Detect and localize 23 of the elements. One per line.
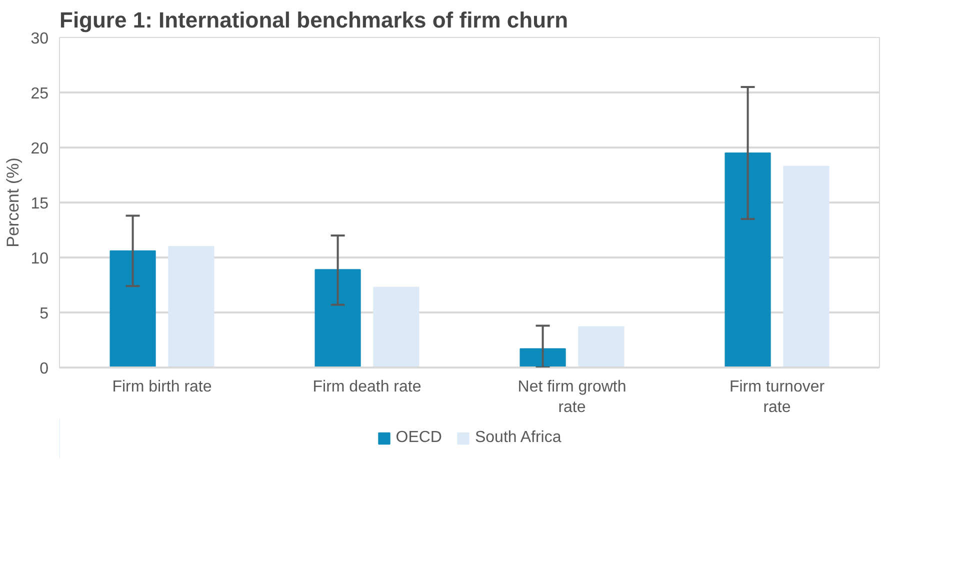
x-tick-label: Net firm growth rate xyxy=(518,378,626,416)
y-axis-title: Percent (%) xyxy=(4,158,23,248)
legend-label: OECD xyxy=(396,429,442,447)
x-tick-label: Firm death rate xyxy=(312,378,422,396)
bar xyxy=(110,250,156,368)
y-tick-label: 30 xyxy=(30,30,49,48)
chart-title: Figure 1: International benchmarks of firm churn xyxy=(60,8,568,32)
bar xyxy=(168,246,214,368)
bar xyxy=(578,326,624,368)
bar xyxy=(314,269,361,368)
bar xyxy=(783,166,830,368)
y-tick-label: 15 xyxy=(30,196,49,212)
bar xyxy=(520,348,566,368)
y-tick-label: 5 xyxy=(40,306,49,322)
bar xyxy=(373,286,420,368)
bar xyxy=(724,152,771,368)
x-tick-label: Firm birth rate xyxy=(112,378,212,396)
y-tick-label: 20 xyxy=(30,140,49,158)
y-tick-label: 0 xyxy=(40,360,49,378)
x-tick-label: Firm turnover rate xyxy=(729,378,826,416)
legend-label: South Africa xyxy=(474,429,562,447)
y-tick-label: 25 xyxy=(30,86,49,102)
y-tick-label: 10 xyxy=(30,250,49,268)
